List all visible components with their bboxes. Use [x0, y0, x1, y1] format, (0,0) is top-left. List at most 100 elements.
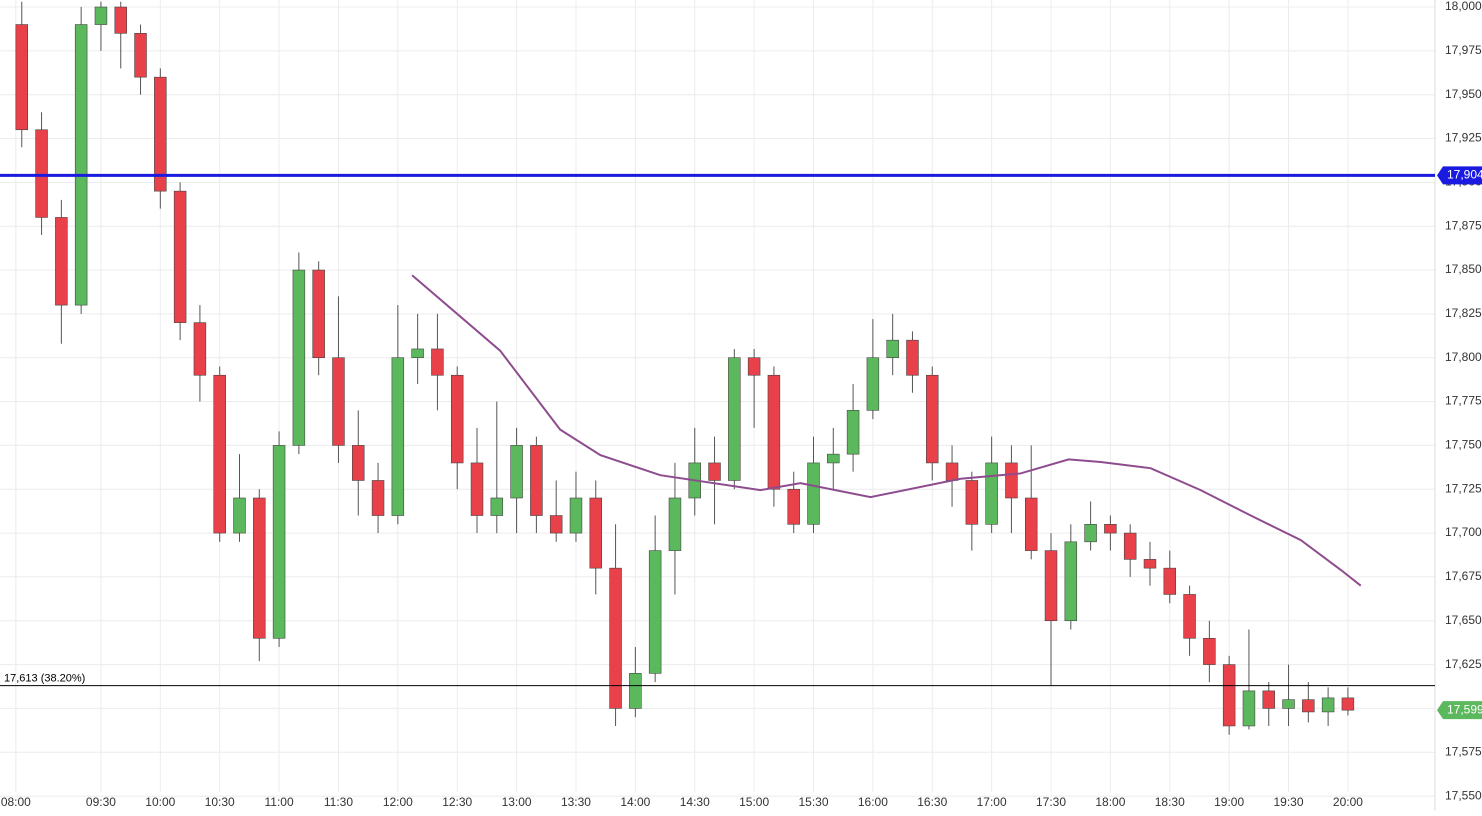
candle-body: [846, 410, 860, 455]
y-tick-label: 17,800: [1445, 350, 1482, 364]
candle-body: [609, 567, 622, 709]
y-tick-label: 17,950: [1445, 87, 1482, 101]
candle-body: [391, 357, 405, 516]
x-tick-label: 18:30: [1155, 795, 1185, 809]
candle-body: [193, 322, 207, 376]
candle-body: [629, 673, 642, 709]
x-tick-label: 18:00: [1095, 795, 1125, 809]
x-tick-label: 12:30: [442, 795, 472, 809]
x-tick-label: 14:00: [620, 795, 650, 809]
candle-body: [668, 497, 682, 551]
candle-body: [253, 497, 266, 639]
x-tick-label: 17:30: [1036, 795, 1066, 809]
candle-body: [549, 515, 563, 534]
y-tick-label: 17,575: [1445, 744, 1482, 758]
candle-body: [1262, 690, 1275, 709]
y-tick-label: 17,850: [1445, 262, 1482, 276]
candle-body: [1321, 697, 1335, 713]
x-tick-label: 16:30: [917, 795, 947, 809]
x-tick-label: 15:00: [739, 795, 769, 809]
candle-body: [411, 348, 424, 359]
candle-body: [371, 480, 385, 516]
candle-body: [1044, 550, 1058, 622]
candle-body: [292, 269, 306, 446]
y-tick-label: 17,825: [1445, 306, 1482, 320]
x-tick-label: 10:30: [205, 795, 235, 809]
candle-body: [985, 462, 998, 525]
y-tick-label: 17,625: [1445, 657, 1482, 671]
candle-body: [1302, 699, 1315, 713]
y-tick-label: 17,675: [1445, 569, 1482, 583]
candle-body: [866, 357, 880, 411]
candle-body: [1123, 532, 1137, 560]
x-tick-label: 13:30: [561, 795, 591, 809]
x-tick-label: 14:30: [680, 795, 710, 809]
x-tick-label: 11:30: [324, 795, 353, 809]
x-tick-label: 10:00: [145, 795, 175, 809]
moving-average: [411, 274, 1362, 587]
y-tick-label: 17,650: [1445, 613, 1482, 627]
x-tick-label: 08:00: [1, 795, 31, 809]
x-tick-label: 16:00: [858, 795, 888, 809]
candle-body: [1183, 594, 1196, 639]
candle-body: [1242, 690, 1256, 727]
y-tick-label: 17,875: [1445, 218, 1482, 232]
y-tick-label: 17,775: [1445, 394, 1482, 408]
candle-body: [728, 357, 741, 481]
candle-body: [886, 339, 899, 359]
y-tick-label: 17,700: [1445, 525, 1482, 539]
candle-body: [1163, 567, 1177, 595]
candle-body: [906, 339, 919, 376]
candle-body: [312, 269, 325, 359]
candle-body: [569, 497, 583, 534]
candle-body: [114, 6, 127, 34]
candle-body: [827, 453, 840, 464]
candle-body: [352, 445, 365, 481]
candle-body: [134, 33, 147, 78]
candle-body: [787, 488, 800, 525]
candle-body: [213, 374, 226, 534]
candle-body: [530, 445, 543, 516]
candle-body: [74, 24, 88, 306]
candle-body: [1024, 497, 1038, 551]
candle-body: [1282, 699, 1295, 709]
x-tick-label: 09:30: [86, 795, 116, 809]
level-tag: [1437, 166, 1482, 185]
candle-body: [1064, 541, 1078, 622]
x-tick-label: 11:00: [265, 795, 294, 809]
candle-body: [154, 76, 167, 192]
candle-body: [767, 374, 781, 490]
y-tick-label: 17,925: [1445, 131, 1482, 145]
candle-body: [708, 462, 721, 481]
candle-body: [510, 445, 523, 499]
candle-body: [648, 550, 662, 674]
y-tick-label: 18,000: [1445, 0, 1482, 13]
y-tick-label: 17,750: [1445, 438, 1482, 452]
candle-body: [15, 24, 29, 131]
candle-body: [1104, 524, 1117, 534]
candle-body: [173, 190, 187, 323]
candle-body: [450, 374, 464, 464]
x-tick-label: 20:00: [1333, 795, 1363, 809]
y-tick-label: 17,550: [1445, 788, 1482, 802]
candle-body: [1203, 637, 1216, 665]
candle-body: [807, 462, 820, 525]
y-tick-label: 17,975: [1445, 43, 1482, 57]
candle-body: [490, 497, 504, 516]
level-label: 17,613 (38.20%): [4, 673, 85, 685]
x-tick-label: 19:30: [1274, 795, 1304, 809]
x-tick-label: 17:00: [977, 795, 1007, 809]
candle-body: [1005, 462, 1018, 499]
candle-body: [926, 374, 939, 464]
candle-body: [332, 357, 345, 446]
candle-body: [233, 497, 246, 534]
x-tick-label: 13:00: [502, 795, 532, 809]
y-tick-label: 17,725: [1445, 481, 1482, 495]
x-tick-label: 15:30: [798, 795, 828, 809]
x-tick-label: 12:00: [383, 795, 413, 809]
candle-body: [747, 357, 761, 376]
candle-body: [35, 129, 48, 218]
candle-body: [1143, 559, 1157, 569]
candle-body: [945, 462, 959, 481]
candle-body: [431, 348, 444, 376]
